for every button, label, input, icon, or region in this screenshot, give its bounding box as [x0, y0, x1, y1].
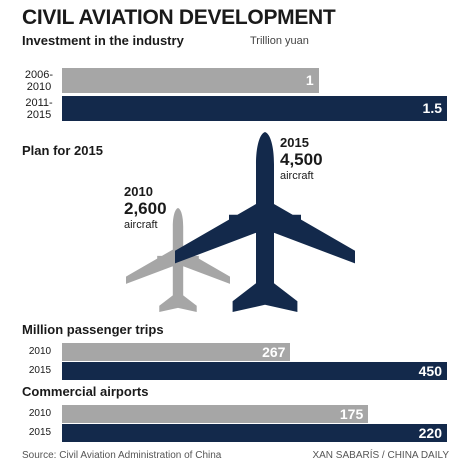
- category-label: 2010: [28, 408, 52, 419]
- value-label: 175: [339, 406, 364, 422]
- value-label: 4,500: [280, 150, 323, 169]
- unit-label: Trillion yuan: [250, 35, 309, 47]
- unit-label: aircraft: [280, 170, 314, 182]
- value-label: 267: [262, 344, 286, 360]
- category-label: 2015: [28, 365, 52, 376]
- unit-label: aircraft: [124, 219, 158, 231]
- value-label: 2,600: [124, 199, 167, 218]
- chart-title: Million passenger trips: [22, 322, 164, 337]
- credit: XAN SABARÍS / CHINA DAILY: [312, 450, 449, 461]
- bar: 1: [62, 68, 319, 93]
- value-label: 220: [418, 425, 442, 441]
- bar: 1.5: [62, 96, 447, 121]
- bar: 220: [62, 424, 447, 442]
- title: CIVIL AVIATION DEVELOPMENT: [22, 6, 336, 29]
- chart-title: Plan for 2015: [22, 143, 103, 158]
- category-label: 2006-2010: [24, 69, 54, 93]
- bar: 450: [62, 362, 447, 380]
- plane-icon: [175, 132, 355, 312]
- chart-title: Commercial airports: [22, 384, 149, 399]
- chart-title: Investment in the industry: [22, 33, 184, 48]
- bar: 175: [62, 405, 369, 423]
- bar: 267: [62, 343, 291, 361]
- value-label: 1: [305, 72, 314, 88]
- value-label: 1.5: [422, 100, 442, 116]
- year-label: 2010: [124, 184, 153, 199]
- year-label: 2015: [280, 135, 309, 150]
- category-label: 2011-2015: [25, 97, 53, 121]
- source: Source: Civil Aviation Administration of…: [22, 450, 222, 461]
- category-label: 2010: [28, 346, 52, 357]
- value-label: 450: [418, 363, 442, 379]
- category-label: 2015: [28, 427, 52, 438]
